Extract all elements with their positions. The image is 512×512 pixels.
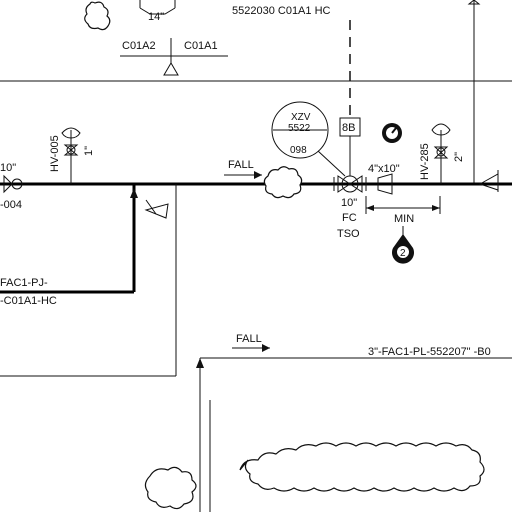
spec-break: C01A2 C01A1 (120, 38, 228, 76)
hv285-tag: HV-285 (419, 143, 431, 180)
left-valve: 10" -004 (0, 162, 23, 211)
fall-lower-label: FALL (236, 333, 262, 345)
gauge-symbol (382, 123, 402, 143)
revision-cloud-main (263, 166, 303, 199)
xzv-loop: 5522 (288, 123, 311, 134)
hand-valve-hv285: HV-285 2" (419, 123, 465, 184)
hv005-size: 1" (83, 146, 95, 156)
fall-upper-label: FALL (228, 159, 254, 171)
xzv-instrument-bubble: XZV 5522 098 (271, 101, 346, 177)
fall-indicator-lower: FALL (232, 333, 270, 352)
marker-2-label: 2 (400, 248, 406, 259)
xzv-number: 098 (290, 145, 307, 156)
lower-line-spec: 3"-FAC1-PL-552207" -B0 (368, 346, 491, 358)
branch-line-label-2: -C01A1-HC (0, 295, 57, 307)
right-arrowhead (467, 0, 481, 5)
left-pipe-size: 10" (0, 162, 16, 174)
marker-2: 2 (392, 234, 414, 264)
top-reducer-size: 14" (148, 11, 164, 23)
hv285-size: 2" (453, 152, 465, 162)
reducer-4x10: 4"x10" (368, 163, 400, 195)
revision-cloud-top (84, 1, 111, 31)
control-valve-fc: FC (342, 212, 357, 224)
revision-cloud-bottom-long (239, 442, 485, 492)
box-8b-label: 8B (342, 122, 355, 134)
box-8b: 8B (339, 117, 361, 176)
main-line-flow-arrow (478, 170, 499, 192)
xzv-letters: XZV (291, 112, 311, 123)
top-reducer: 14" (139, 0, 176, 23)
reducer-size: 4"x10" (368, 163, 400, 175)
control-valve-tso: TSO (337, 228, 360, 240)
min-label: MIN (394, 213, 414, 225)
control-valve-size: 10" (341, 197, 357, 209)
hand-valve-hv005: HV-005 1" (49, 127, 95, 184)
lower-line (196, 357, 512, 512)
spec-break-right-label: C01A1 (184, 40, 218, 52)
revision-cloud-bottom-left (144, 466, 197, 510)
top-line-spec: 5522030 C01A1 HC (232, 5, 331, 17)
hv005-tag: HV-005 (49, 135, 61, 172)
control-valve: 10" FC TSO (333, 175, 367, 240)
fall-indicator-upper: FALL (224, 159, 262, 179)
branch-line: FAC1-PJ- -C01A1-HC (0, 184, 169, 307)
left-pipe-number: -004 (0, 199, 22, 211)
branch-line-label-1: FAC1-PJ- (0, 277, 48, 289)
min-dimension: MIN (365, 196, 441, 236)
spec-break-left-label: C01A2 (122, 40, 156, 52)
